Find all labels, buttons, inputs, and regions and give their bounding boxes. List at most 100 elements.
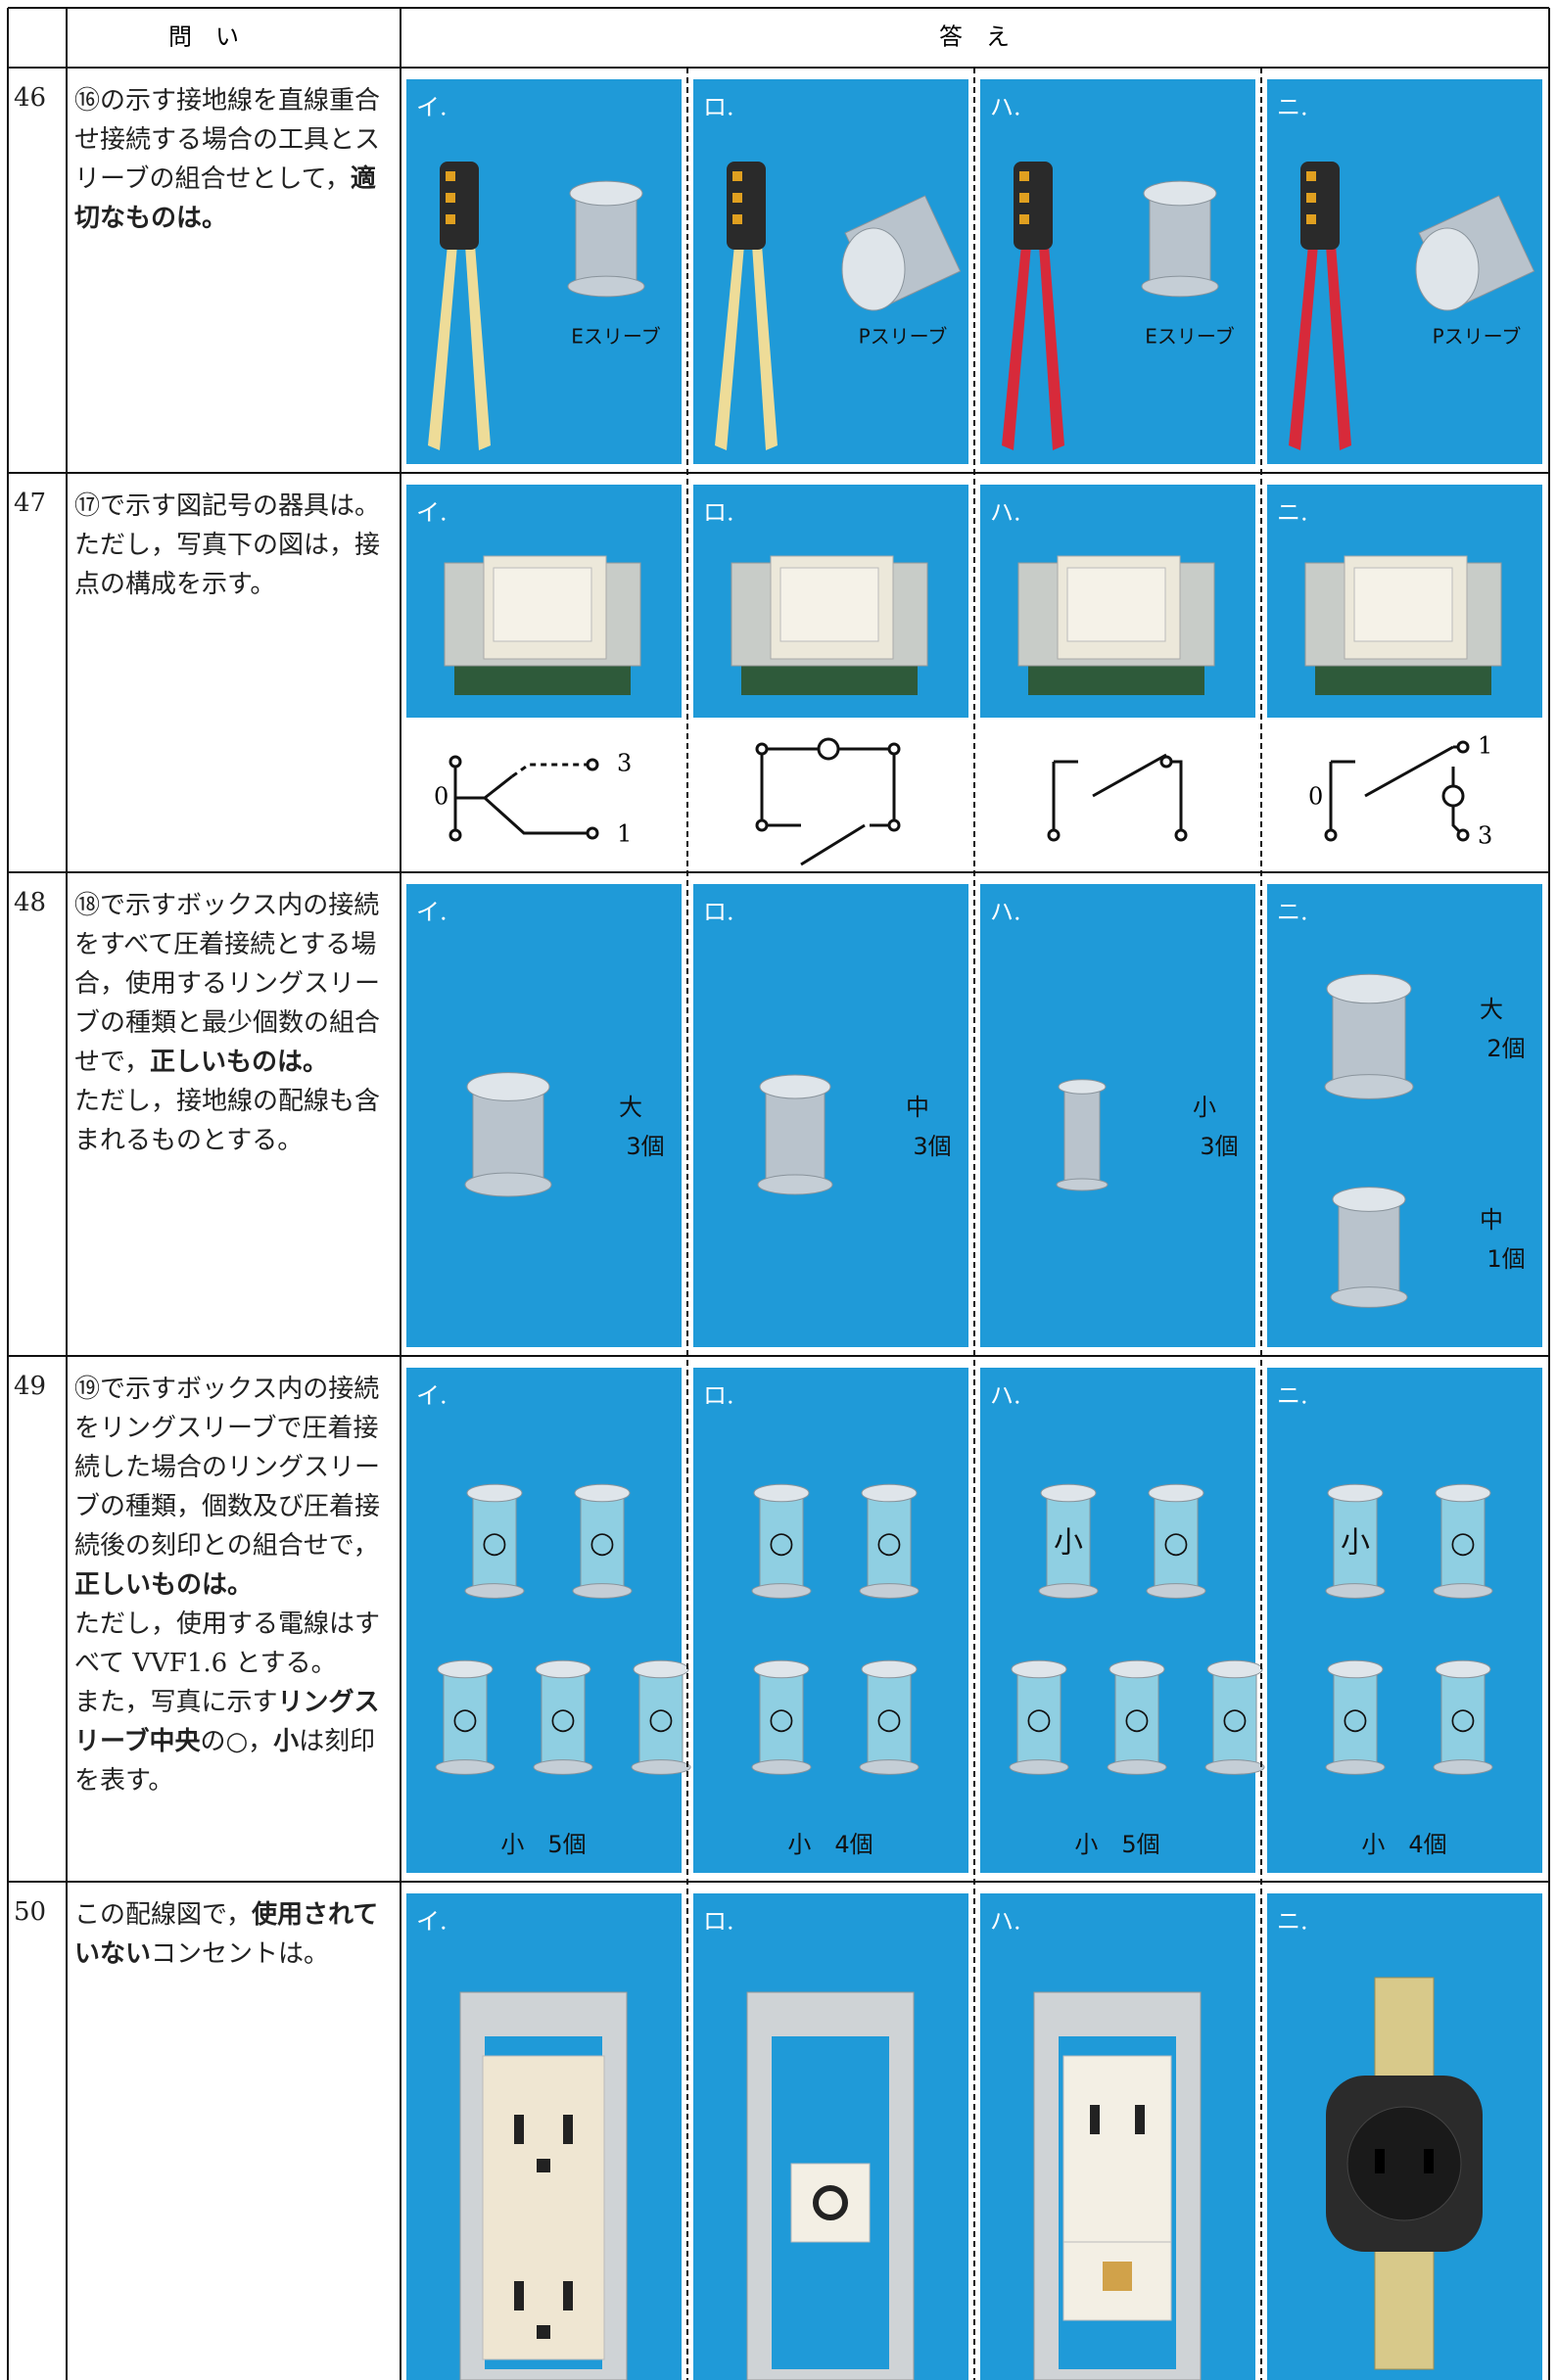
sleeve	[1333, 1668, 1378, 1768]
sleeve-mark: ○	[1450, 1526, 1476, 1561]
sleeve-top	[1206, 1659, 1263, 1679]
sleeve-mark: ○	[550, 1703, 576, 1737]
question-paragraph: ⑯の示す接地線を直線重合せ接続する場合の工具とスリーブの組合せとして，適切なもの…	[74, 81, 390, 238]
plier-jaw	[732, 214, 742, 224]
question-number: 48	[14, 888, 47, 917]
option-label: イ.	[416, 899, 448, 926]
sleeve-top	[1435, 1483, 1491, 1503]
plier-jaw	[732, 193, 742, 203]
diagram-terminal	[1456, 740, 1470, 754]
switch-rocker	[1353, 567, 1453, 642]
sleeve-top	[753, 1659, 810, 1679]
diagram-line	[760, 749, 801, 827]
option-label: イ.	[416, 94, 448, 121]
diagram-terminal	[448, 828, 462, 842]
text: ただし，接地線の配線も含まれるものとする。	[74, 1087, 381, 1155]
sleeve-caption: 小 5個	[500, 1831, 586, 1858]
plier-head	[727, 162, 766, 250]
diagram-terminal	[1047, 828, 1061, 842]
sleeve-top	[1058, 1079, 1107, 1095]
diagram-terminal	[1441, 784, 1465, 808]
sleeve-bottom	[464, 1583, 525, 1599]
text: ただし，写真下の図は，接点の構成を示す。	[74, 531, 381, 599]
switch-rocker	[779, 567, 879, 642]
question-paragraph: この配線図で，使用されていないコンセントは。	[74, 1895, 390, 1974]
terminal-label: 0	[1308, 783, 1323, 811]
header-answer: 答 え	[939, 23, 1010, 51]
question-paragraph: ただし，写真下の図は，接点の構成を示す。	[74, 526, 390, 604]
photo-panel	[693, 1368, 968, 1873]
sleeve	[1114, 1668, 1159, 1768]
sleeve-count: 3個	[626, 1133, 664, 1160]
outlet-face	[1062, 2055, 1172, 2243]
question-paragraph: 正しいものは。	[74, 1565, 390, 1605]
plier-jaw	[1019, 214, 1029, 224]
sleeve	[1332, 988, 1406, 1088]
outlet-hole	[514, 2281, 524, 2310]
diagram-terminal	[586, 826, 599, 840]
diagram-line	[1364, 745, 1454, 798]
outlet-hole	[537, 2325, 550, 2339]
sleeve	[759, 1492, 804, 1592]
bold-text: 使用されていない	[74, 1900, 379, 1969]
question-number: 46	[14, 83, 47, 113]
question-text: ⑰で示す図記号の器具は。 ただし，写真下の図は，接点の構成を示す。	[74, 487, 390, 604]
diagram-terminal	[1159, 755, 1173, 769]
question-paragraph: ただし，使用する電線はすべて VVF1.6 とする。	[74, 1605, 390, 1683]
option-label: ロ.	[703, 899, 734, 926]
plier-jaw	[446, 171, 455, 181]
bold-text: 適切なものは。	[74, 164, 376, 233]
sleeve-bottom	[1325, 1759, 1386, 1775]
sleeve-size: 中	[906, 1094, 929, 1121]
outlet-hole	[1135, 2105, 1145, 2134]
option-label: ハ.	[990, 94, 1021, 121]
sleeve-top	[1326, 973, 1412, 1004]
plier-head	[440, 162, 479, 250]
diagram-terminal	[1324, 828, 1338, 842]
diagram-line	[1166, 760, 1183, 835]
sleeve-top	[1011, 1659, 1067, 1679]
sleeve-bottom	[567, 275, 645, 298]
diagram-terminal	[1174, 828, 1188, 842]
option-label: ロ.	[703, 1908, 734, 1936]
plier-handle	[1289, 245, 1318, 450]
sleeve	[1063, 1086, 1101, 1186]
sleeve	[1338, 1198, 1400, 1298]
sleeve-bottom	[1324, 1074, 1414, 1099]
sleeve-bottom	[533, 1759, 593, 1775]
sleeve-caption: Eスリーブ	[571, 325, 660, 349]
question-paragraph: ⑱で示すボックス内の接続をすべて圧着接続とする場合，使用するリングスリーブの種類…	[74, 886, 390, 1082]
sleeve	[575, 193, 637, 287]
plier-jaw	[1019, 171, 1029, 181]
sleeve-size: 中	[1480, 1206, 1503, 1234]
terminal-label: 1	[1478, 732, 1492, 760]
text: また，写真に示す	[74, 1688, 278, 1717]
sleeve-caption: Pスリーブ	[1433, 325, 1522, 349]
sleeve-bottom	[757, 1174, 833, 1195]
option-label: イ.	[416, 1382, 448, 1410]
sleeve-mark: ○	[876, 1703, 902, 1737]
plier-jaw	[1306, 214, 1316, 224]
plier-jaw	[446, 214, 455, 224]
diagram-line	[484, 774, 513, 800]
header-question: 問 い	[168, 23, 239, 51]
sleeve-top	[1109, 1659, 1165, 1679]
contact-diagram	[448, 755, 599, 842]
sleeve-top	[1327, 1483, 1384, 1503]
terminal-label: 1	[617, 820, 632, 848]
option-label: ロ.	[703, 499, 734, 527]
diagram-line	[1092, 753, 1167, 798]
sleeve-bottom	[1107, 1759, 1167, 1775]
question-text: ⑲で示すボックス内の接続をリングスリーブで圧着接続した場合のリングスリーブの種類…	[74, 1370, 390, 1800]
sleeve-caption: 小 5個	[1074, 1831, 1159, 1858]
text: は刻印を表す。	[74, 1727, 376, 1796]
plier-head	[1014, 162, 1053, 250]
outlet-screw	[1103, 2262, 1132, 2291]
sleeve	[443, 1668, 488, 1768]
sleeve-mark: ○	[1343, 1703, 1368, 1737]
option-label: ハ.	[990, 1382, 1021, 1410]
sleeve-mark: ○	[1450, 1703, 1476, 1737]
diagram-line	[800, 823, 866, 866]
sleeve	[472, 1086, 544, 1186]
